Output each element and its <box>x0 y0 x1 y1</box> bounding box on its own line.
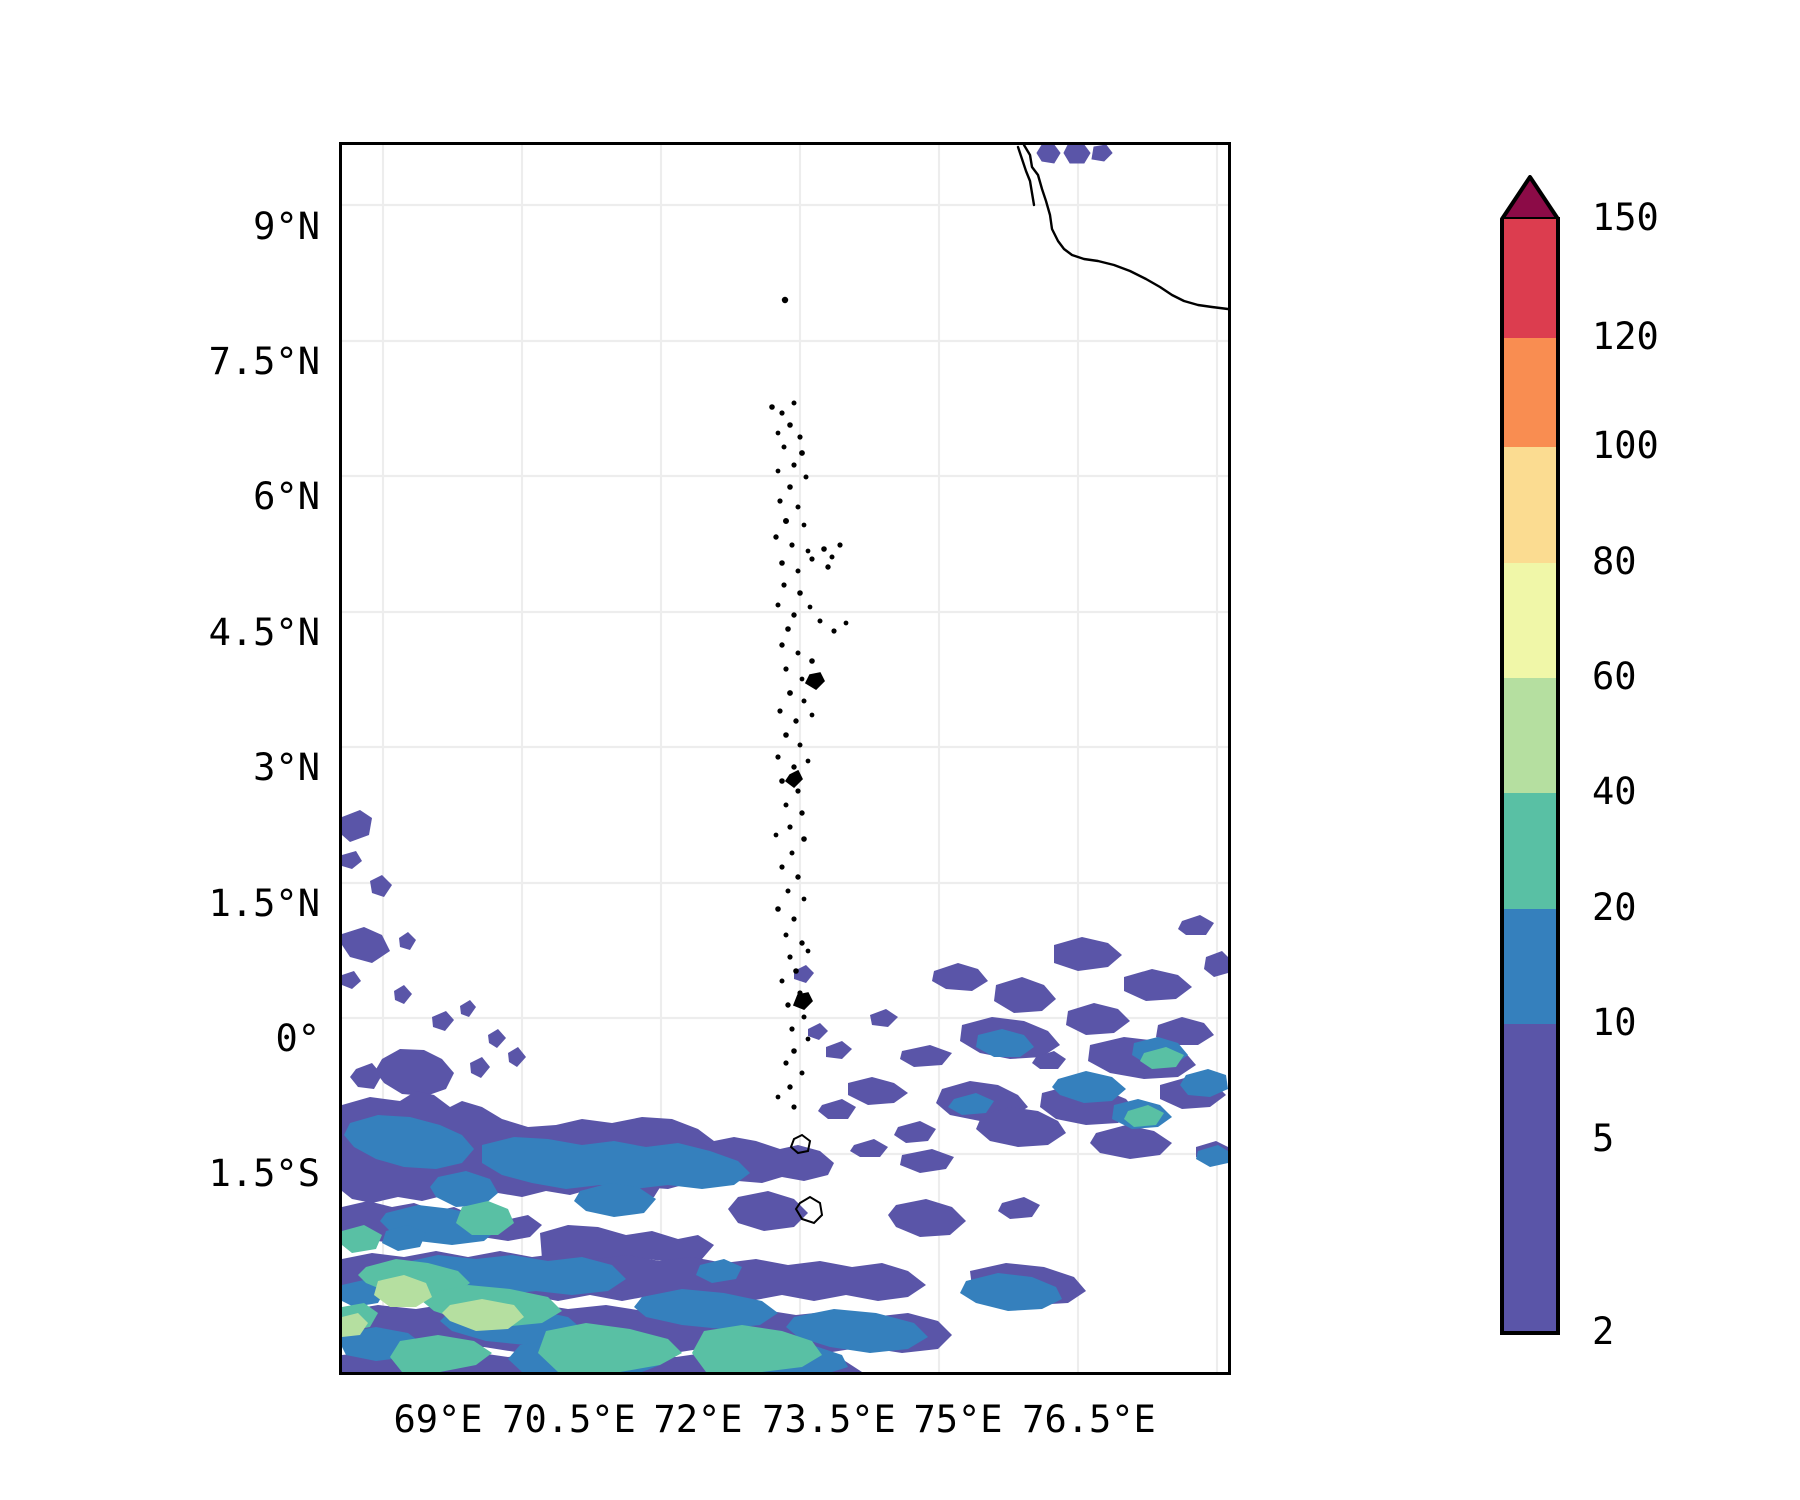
ytick-label: 6°N <box>253 475 320 518</box>
ytick-label: 1.5°S <box>208 1152 320 1195</box>
colorbar-band-80-100 <box>1502 447 1558 563</box>
colorbar-tick-label: 10 <box>1592 1001 1637 1044</box>
coastline-india <box>1016 145 1228 311</box>
colorbar-tick-label: 150 <box>1592 196 1659 239</box>
ytick-label: 1.5°N <box>208 882 320 925</box>
ytick-label: 9°N <box>253 205 320 248</box>
xtick-label: 75°E <box>913 1398 1003 1441</box>
colorbar-band-20-40 <box>1502 793 1558 909</box>
xtick-label: 72°E <box>653 1398 743 1441</box>
coastline-atoll-south <box>789 1133 824 1225</box>
colorbar-tick-label: 120 <box>1592 315 1659 358</box>
colorbar-band-100-120 <box>1502 338 1558 447</box>
xtick-label: 70.5°E <box>502 1398 636 1441</box>
colorbar-band-10-20 <box>1502 909 1558 1024</box>
colorbar-tick-label: 2 <box>1592 1310 1615 1353</box>
ytick-label: 4.5°N <box>208 611 320 654</box>
colorbar-tick-label: 100 <box>1592 424 1659 467</box>
xtick-label: 76.5°E <box>1022 1398 1156 1441</box>
xtick-label: 73.5°E <box>762 1398 896 1441</box>
colorbar-tick-label: 40 <box>1592 770 1637 813</box>
ytick-label: 0° <box>275 1017 320 1060</box>
ytick-label: 7.5°N <box>208 340 320 383</box>
colorbar-graphic <box>1500 175 1560 1335</box>
xtick-label: 69°E <box>393 1398 483 1441</box>
map-plot-area[interactable] <box>339 142 1231 1375</box>
colorbar-tick-label: 20 <box>1592 886 1637 929</box>
colorbar-band-5-10 <box>1502 1024 1558 1140</box>
map-graphic <box>342 145 1228 1372</box>
ytick-label: 3°N <box>253 746 320 789</box>
coastline-lakshadweep <box>769 296 849 1110</box>
rainfall-band-20-40 <box>342 1275 524 1337</box>
colorbar-tick-label: 60 <box>1592 655 1637 698</box>
colorbar-band-120-150 <box>1502 219 1558 338</box>
colorbar-band-60-80 <box>1502 563 1558 678</box>
map-canvas <box>342 145 1228 1372</box>
colorbar-over-arrow <box>1500 175 1560 221</box>
colorbar-band-2-5 <box>1502 1140 1558 1333</box>
colorbar[interactable] <box>1500 175 1560 1375</box>
colorbar-tick-label: 5 <box>1592 1117 1615 1160</box>
coastline-islands-ne <box>1036 145 1113 164</box>
colorbar-tick-label: 80 <box>1592 540 1637 583</box>
colorbar-band-40-60 <box>1502 678 1558 793</box>
